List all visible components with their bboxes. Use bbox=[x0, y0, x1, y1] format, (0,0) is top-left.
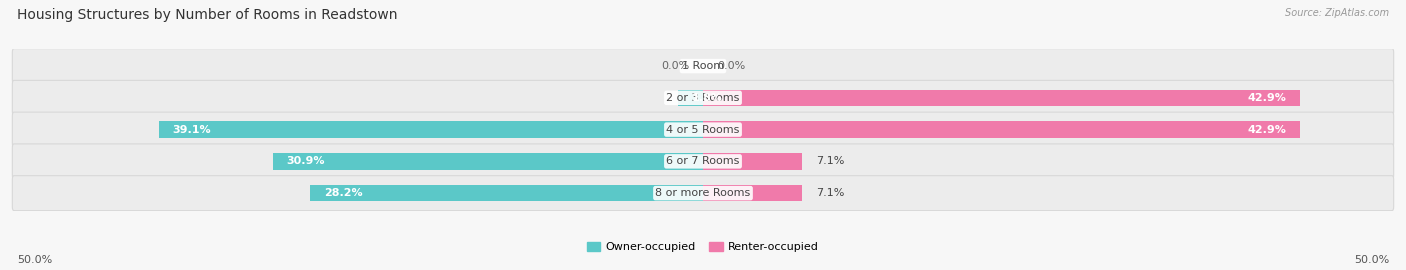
Text: 30.9%: 30.9% bbox=[287, 156, 325, 166]
FancyBboxPatch shape bbox=[13, 112, 1393, 147]
Text: 42.9%: 42.9% bbox=[1247, 124, 1286, 135]
Legend: Owner-occupied, Renter-occupied: Owner-occupied, Renter-occupied bbox=[582, 238, 824, 257]
Text: 1.8%: 1.8% bbox=[692, 93, 723, 103]
Text: Housing Structures by Number of Rooms in Readstown: Housing Structures by Number of Rooms in… bbox=[17, 8, 398, 22]
Text: 0.0%: 0.0% bbox=[661, 61, 689, 71]
Text: 28.2%: 28.2% bbox=[325, 188, 363, 198]
Text: 7.1%: 7.1% bbox=[815, 156, 844, 166]
Bar bbox=[311, 185, 703, 201]
Text: 42.9%: 42.9% bbox=[1247, 93, 1286, 103]
Text: Source: ZipAtlas.com: Source: ZipAtlas.com bbox=[1285, 8, 1389, 18]
Text: 0.0%: 0.0% bbox=[717, 61, 745, 71]
Text: 50.0%: 50.0% bbox=[17, 255, 52, 265]
Text: 8 or more Rooms: 8 or more Rooms bbox=[655, 188, 751, 198]
Bar bbox=[273, 153, 703, 170]
Text: 50.0%: 50.0% bbox=[1354, 255, 1389, 265]
Text: 7.1%: 7.1% bbox=[815, 188, 844, 198]
Bar bbox=[703, 153, 801, 170]
FancyBboxPatch shape bbox=[13, 176, 1393, 211]
Bar bbox=[703, 90, 1301, 106]
Bar bbox=[703, 121, 1301, 138]
FancyBboxPatch shape bbox=[13, 80, 1393, 115]
FancyBboxPatch shape bbox=[13, 144, 1393, 179]
Text: 1 Room: 1 Room bbox=[682, 61, 724, 71]
Text: 4 or 5 Rooms: 4 or 5 Rooms bbox=[666, 124, 740, 135]
Text: 6 or 7 Rooms: 6 or 7 Rooms bbox=[666, 156, 740, 166]
Bar bbox=[678, 90, 703, 106]
Text: 39.1%: 39.1% bbox=[173, 124, 211, 135]
Bar bbox=[703, 185, 801, 201]
Text: 2 or 3 Rooms: 2 or 3 Rooms bbox=[666, 93, 740, 103]
Bar bbox=[159, 121, 703, 138]
FancyBboxPatch shape bbox=[13, 49, 1393, 83]
